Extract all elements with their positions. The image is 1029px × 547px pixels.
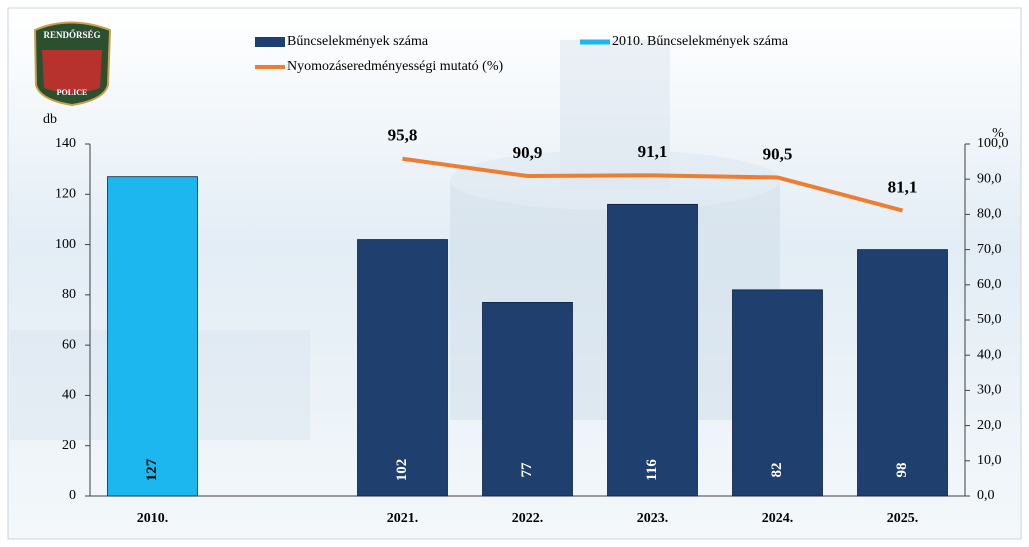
- y2-tick-label: 10,0: [977, 453, 1002, 468]
- bar-value-label: 127: [144, 458, 160, 481]
- y-tick-label: 80: [62, 287, 76, 302]
- line-value-label: 90,5: [763, 144, 793, 163]
- bar: [857, 249, 948, 497]
- bar-value-label: 116: [644, 459, 660, 481]
- y-axis-label: db: [43, 112, 57, 127]
- x-tick-label: 2025.: [887, 511, 919, 526]
- logo-bottom-text: POLICE: [57, 88, 88, 97]
- bar: [732, 289, 823, 497]
- y2-tick-label: 60,0: [977, 277, 1002, 292]
- legend-label: Bűncselekmények száma: [287, 34, 429, 49]
- y2-tick-label: 20,0: [977, 418, 1002, 433]
- y2-tick-label: 30,0: [977, 383, 1002, 398]
- y-tick-label: 120: [55, 187, 76, 202]
- legend-swatch: [255, 37, 285, 47]
- y-tick-label: 0: [69, 488, 76, 503]
- y-tick-label: 40: [62, 388, 76, 403]
- line-value-label: 95,8: [388, 126, 418, 145]
- line-value-label: 90,9: [513, 143, 543, 162]
- y2-axis-label: %: [992, 126, 1004, 141]
- line-value-label: 81,1: [888, 177, 918, 196]
- y-tick-label: 60: [62, 337, 76, 352]
- x-tick-label: 2024.: [762, 511, 794, 526]
- y2-tick-label: 100,0: [977, 136, 1009, 151]
- bar: [357, 239, 448, 497]
- police-logo: RENDŐRSÉG POLICE: [33, 21, 112, 107]
- bar-value-label: 102: [394, 459, 410, 482]
- bar: [107, 176, 198, 497]
- x-tick-label: 2021.: [387, 511, 419, 526]
- line-value-label: 91,1: [638, 142, 668, 161]
- bar-value-label: 82: [769, 463, 785, 478]
- y2-tick-label: 80,0: [977, 207, 1002, 222]
- legend-label: Nyomozáseredményességi mutató (%): [287, 59, 503, 74]
- logo-top-text: RENDŐRSÉG: [43, 30, 100, 40]
- bar-value-label: 98: [894, 463, 910, 478]
- y-tick-label: 100: [55, 237, 76, 252]
- legend-label: 2010. Bűncselekmények száma: [612, 34, 789, 49]
- bar: [607, 203, 698, 497]
- line: [402, 156, 904, 213]
- y2-tick-label: 40,0: [977, 347, 1002, 362]
- x-tick-label: 2023.: [637, 511, 669, 526]
- x-tick-label: 2022.: [512, 511, 544, 526]
- y-tick-label: 140: [55, 136, 76, 151]
- bar: [482, 301, 573, 497]
- bar-value-label: 77: [519, 462, 535, 478]
- y2-tick-label: 50,0: [977, 312, 1002, 327]
- x-tick-label: 2010.: [137, 511, 169, 526]
- y2-tick-label: 70,0: [977, 242, 1002, 257]
- y2-tick-label: 90,0: [977, 171, 1002, 186]
- legend-swatch: [580, 39, 610, 45]
- y2-tick-label: 0,0: [977, 488, 995, 503]
- y-tick-label: 20: [62, 438, 76, 453]
